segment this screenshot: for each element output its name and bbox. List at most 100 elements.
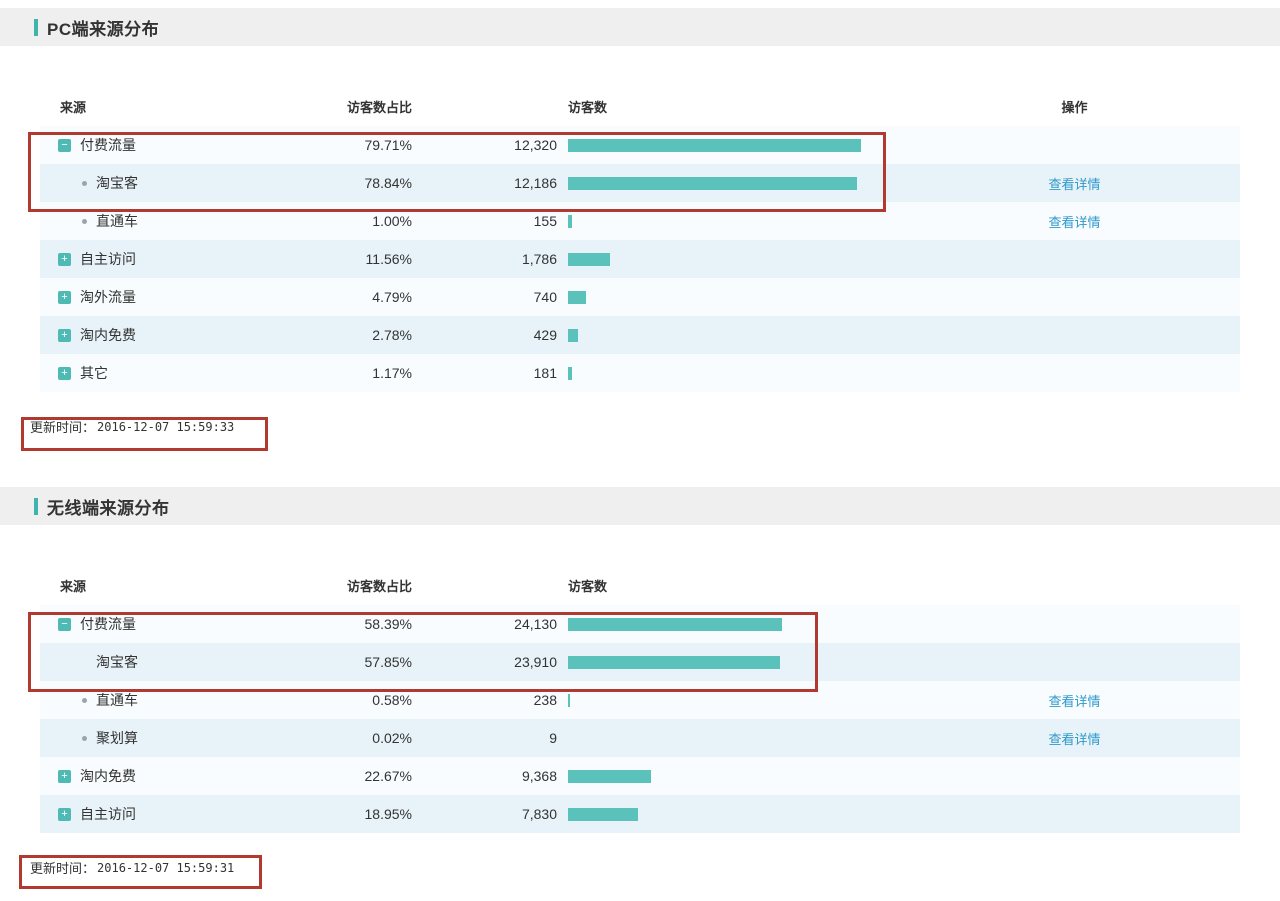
- visitor-count-bar: [568, 366, 573, 380]
- table-row: 直通车 1.00% 155 查看详情: [40, 202, 1240, 240]
- table-row: 淘宝客 57.85% 23,910: [40, 643, 1240, 681]
- collapse-icon[interactable]: −: [58, 138, 71, 152]
- source-cell: + 淘内免费: [40, 325, 320, 345]
- source-cell: 淘宝客: [40, 652, 320, 672]
- expand-icon[interactable]: +: [58, 366, 71, 380]
- column-header-visitor-count: 访客数: [568, 99, 608, 115]
- visitor-count-bar: [568, 176, 858, 190]
- visitor-count-bar: [568, 807, 638, 821]
- table-row: + 淘内免费 2.78% 429: [40, 316, 1240, 354]
- action-cell: 查看详情: [909, 729, 1240, 748]
- visitor-share-value: 11.56%: [365, 251, 412, 267]
- section-accent-bar: [34, 497, 38, 515]
- table-row: + 其它 1.17% 181: [40, 354, 1240, 392]
- view-details-link[interactable]: 查看详情: [1048, 176, 1101, 192]
- table-body: − 付费流量 58.39% 24,130 淘宝客 57.85% 23,910 直…: [40, 605, 1240, 833]
- visitor-share-value: 58.39%: [364, 616, 412, 632]
- source-label: 自主访问: [80, 251, 136, 267]
- table-body: − 付费流量 79.71% 12,320 淘宝客 78.84% 12,186 查…: [40, 126, 1240, 392]
- source-cell: 淘宝客: [40, 173, 320, 193]
- bullet-icon: [82, 218, 87, 224]
- source-cell: 聚划算: [40, 728, 320, 748]
- expand-icon[interactable]: +: [58, 769, 71, 783]
- update-time: 更新时间： 2016-12-07 15:59:33: [30, 410, 1240, 443]
- bar-cell: [557, 655, 909, 669]
- table-row: 直通车 0.58% 238 查看详情: [40, 681, 1240, 719]
- source-cell: 直通车: [40, 690, 320, 710]
- source-label: 付费流量: [80, 616, 136, 632]
- column-header-visitor-count: 访客数: [568, 578, 608, 594]
- visitor-count-value: 12,320: [514, 137, 557, 153]
- bar-cell: [557, 176, 909, 190]
- expand-icon[interactable]: +: [58, 807, 71, 821]
- visitor-count-bar: [568, 214, 572, 228]
- visitor-count-value: 429: [533, 327, 557, 343]
- source-cell: 直通车: [40, 211, 320, 231]
- visitor-share-value: 22.67%: [364, 768, 412, 784]
- column-header-source: 来源: [60, 99, 87, 115]
- visitor-count-bar: [568, 290, 586, 304]
- view-details-link[interactable]: 查看详情: [1048, 693, 1101, 709]
- source-label: 直通车: [96, 213, 138, 229]
- visitor-count-bar: [568, 328, 579, 342]
- visitor-count-value: 9: [549, 730, 557, 746]
- visitor-share-value: 18.95%: [364, 806, 412, 822]
- section-title: PC端来源分布: [47, 19, 160, 39]
- view-details-link[interactable]: 查看详情: [1048, 214, 1101, 230]
- table-header-row: 来源 访客数占比 访客数 操作: [40, 86, 1240, 126]
- visitor-count-bar: [568, 693, 571, 707]
- visitor-count-value: 9,368: [521, 768, 557, 784]
- source-cell: − 付费流量: [40, 614, 320, 634]
- source-label: 聚划算: [96, 730, 138, 746]
- action-cell: 查看详情: [909, 212, 1240, 231]
- visitor-count-value: 155: [533, 213, 557, 229]
- column-header-visitor-share: 访客数占比: [346, 99, 412, 115]
- section-header: 无线端来源分布: [0, 487, 1280, 525]
- collapse-icon[interactable]: −: [58, 617, 71, 631]
- source-cell: − 付费流量: [40, 135, 320, 155]
- source-cell: + 自主访问: [40, 804, 320, 824]
- table-row: + 淘内免费 22.67% 9,368: [40, 757, 1240, 795]
- visitor-share-value: 1.17%: [372, 365, 412, 381]
- visitor-count-value: 24,130: [514, 616, 557, 632]
- section-accent-bar: [34, 18, 38, 36]
- traffic-section: 无线端来源分布 来源 访客数占比 访客数 − 付费流量 58.39% 24,13…: [0, 487, 1280, 884]
- visitor-count-bar: [568, 138, 861, 152]
- table-row: 聚划算 0.02% 9 查看详情: [40, 719, 1240, 757]
- source-label: 淘外流量: [80, 289, 136, 305]
- visitor-count-value: 740: [533, 289, 557, 305]
- view-details-link[interactable]: 查看详情: [1048, 731, 1101, 747]
- update-time-value: 2016-12-07 15:59:31: [97, 860, 235, 875]
- expand-icon[interactable]: +: [58, 252, 71, 266]
- column-header-source: 来源: [60, 578, 87, 594]
- source-label: 淘内免费: [80, 327, 136, 343]
- traffic-section: PC端来源分布 来源 访客数占比 访客数 操作 − 付费流量 79.71% 12…: [0, 8, 1280, 443]
- table-row: 淘宝客 78.84% 12,186 查看详情: [40, 164, 1240, 202]
- source-cell: + 其它: [40, 363, 320, 383]
- bullet-icon: [82, 697, 87, 703]
- column-header-action: 操作: [1061, 99, 1088, 115]
- bar-cell: [557, 769, 909, 783]
- update-time-value: 2016-12-07 15:59:33: [97, 419, 235, 434]
- visitor-count-value: 238: [533, 692, 557, 708]
- bar-cell: [557, 252, 909, 266]
- table-row: − 付费流量 79.71% 12,320: [40, 126, 1240, 164]
- visitor-count-bar: [568, 655, 781, 669]
- visitor-share-value: 57.85%: [364, 654, 412, 670]
- visitor-count-value: 23,910: [514, 654, 557, 670]
- expand-icon[interactable]: +: [58, 290, 71, 304]
- visitor-count-value: 12,186: [514, 175, 557, 191]
- source-cell: + 自主访问: [40, 249, 320, 269]
- source-label: 淘宝客: [96, 175, 138, 191]
- visitor-share-value: 0.58%: [372, 692, 412, 708]
- section-header: PC端来源分布: [0, 8, 1280, 46]
- visitor-share-value: 2.78%: [372, 327, 412, 343]
- update-time-label: 更新时间：: [30, 420, 96, 435]
- traffic-analytics-page: PC端来源分布 来源 访客数占比 访客数 操作 − 付费流量 79.71% 12…: [0, 8, 1280, 901]
- bar-cell: [557, 693, 909, 707]
- bar-cell: [557, 214, 909, 228]
- expand-icon[interactable]: +: [58, 328, 71, 342]
- visitor-count-bar: [568, 769, 652, 783]
- bar-cell: [557, 328, 909, 342]
- table-header-row: 来源 访客数占比 访客数: [40, 565, 1240, 605]
